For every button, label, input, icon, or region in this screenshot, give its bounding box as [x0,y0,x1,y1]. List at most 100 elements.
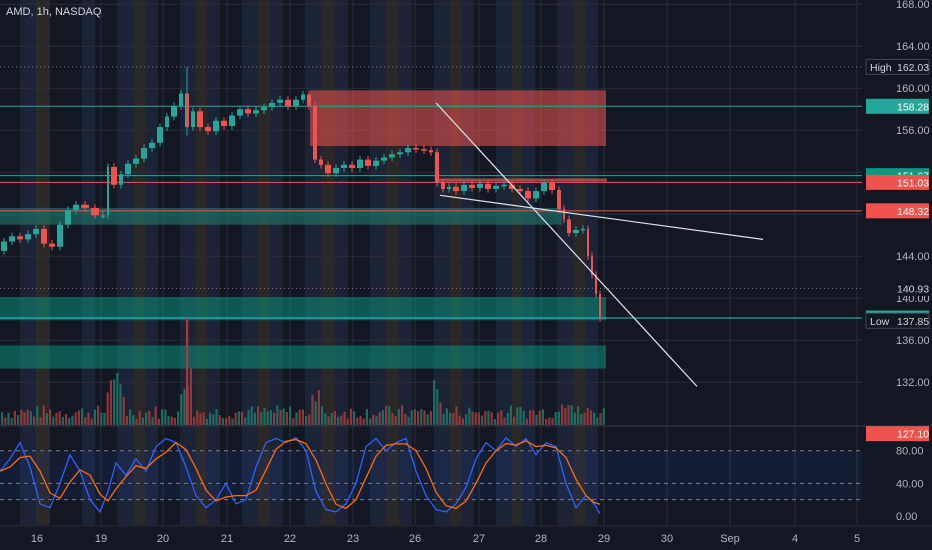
candle-body [591,256,593,276]
volume-bar [327,416,330,425]
open-stripe [133,0,147,525]
exchange-label: NASDAQ [54,6,102,18]
volume-bar [538,410,541,425]
price-label-p15103[interactable]: 151.03 [866,174,929,190]
candle-body [493,185,499,189]
volume-bar [26,409,29,425]
volume-bar [378,412,381,425]
time-tick-label: Sep [720,533,740,545]
volume-bar [279,409,282,425]
candle-body [549,182,555,191]
candle-body [1,241,7,251]
demand-zone [0,297,606,321]
volume-bar [337,416,340,425]
volume-bar [55,412,58,425]
volume-bar [407,416,410,425]
volume-bar [260,412,263,425]
volume-bar [17,415,20,425]
open-stripe [36,0,50,525]
volume-bar [151,417,154,425]
price-label-high[interactable]: High 162.03 [865,58,930,75]
candle-body [285,99,291,107]
volume-bar [65,414,68,425]
price-axis[interactable]: 168.00164.00160.00156.00152.00148.00144.… [865,0,930,442]
volume-bar [394,416,397,425]
candle-body [179,93,183,107]
volume-bar [381,410,384,425]
candle-body [557,190,561,209]
volume-bar [157,418,160,425]
stoch-tick-label: 40.00 [896,478,924,490]
volume-bar [4,417,7,425]
trend-line[interactable] [435,102,698,387]
candle-body [213,120,219,132]
resistance-band [437,178,607,182]
volume-bar [154,406,157,425]
price-label-prefix: Low [870,316,890,328]
candle-body [49,243,55,247]
price-label-p12710[interactable]: 127.10 [866,426,929,442]
volume-bar [42,405,45,425]
volume-bar [135,418,138,425]
afterhours-stripe [207,0,220,525]
candle-body [237,109,243,116]
volume-bar [372,415,375,425]
volume-bar [250,406,253,425]
volume-bar [557,411,560,425]
volume-bar [122,397,125,425]
time-axis[interactable]: 16 19 20 21 22 23 26 27 28 29 30 Sep 4 5 [31,533,860,545]
volume-bar [503,417,506,425]
price-label-box [866,426,929,442]
volume-bar [525,418,528,425]
candle-body [65,210,71,225]
price-label-low[interactable]: Low 137.85 [865,312,930,329]
price-label-value: 151.03 [897,177,929,189]
candle-body [453,186,459,192]
volume-bar [1,412,4,425]
drawings[interactable] [435,102,764,387]
candle-body [277,99,283,103]
volume-bar [423,410,426,425]
volume-bar [487,410,490,425]
volume-bar [103,412,106,425]
volume-bar [426,414,429,425]
volume-bar [340,415,343,425]
volume-bar [68,417,71,425]
candle-body [563,208,565,220]
time-tick-label: 26 [409,533,421,545]
volume-bar [93,409,96,425]
volume-bar [346,418,349,425]
volume-bar [186,318,189,425]
candle-body [581,228,585,231]
volume-bar [52,416,55,425]
volume-bar [13,410,16,425]
volume-bar [308,414,311,425]
volume-bar [301,409,304,425]
volume-bar [292,418,295,425]
volume-bar [167,415,170,425]
open-stripe [573,0,587,525]
open-stripe [258,0,272,525]
candle-body [197,111,203,128]
price-label-p14832[interactable]: 148.32 [866,203,929,219]
stoch-axis[interactable]: 80.00 40.00 0.00 [896,446,924,523]
candle-body [509,184,515,189]
afterhours-stripe [270,0,283,525]
candle-body [429,150,433,153]
volume-bar [81,408,84,425]
candle-body [541,182,547,192]
trend-line[interactable] [439,194,764,240]
volume-bar [253,412,256,425]
volume-bar [410,410,413,425]
volume-bar [522,411,525,425]
premarket-stripe [557,0,573,525]
volume-bar [36,405,39,425]
volume-bar [397,408,400,425]
price-label-p15828[interactable]: 158.28 [866,98,929,114]
price-label-p14093[interactable]: 140.93 [866,280,929,296]
volume-bar [61,416,64,425]
candle-body [357,159,363,168]
afterhours-stripe [335,0,348,525]
time-tick-label: 30 [661,533,673,545]
